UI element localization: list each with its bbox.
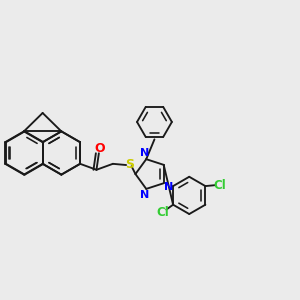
Text: S: S xyxy=(124,158,134,171)
Text: Cl: Cl xyxy=(213,179,226,192)
Text: N: N xyxy=(164,182,173,192)
Text: N: N xyxy=(140,190,149,200)
Text: Cl: Cl xyxy=(156,206,169,219)
Text: N: N xyxy=(140,148,149,158)
Text: O: O xyxy=(94,142,105,155)
